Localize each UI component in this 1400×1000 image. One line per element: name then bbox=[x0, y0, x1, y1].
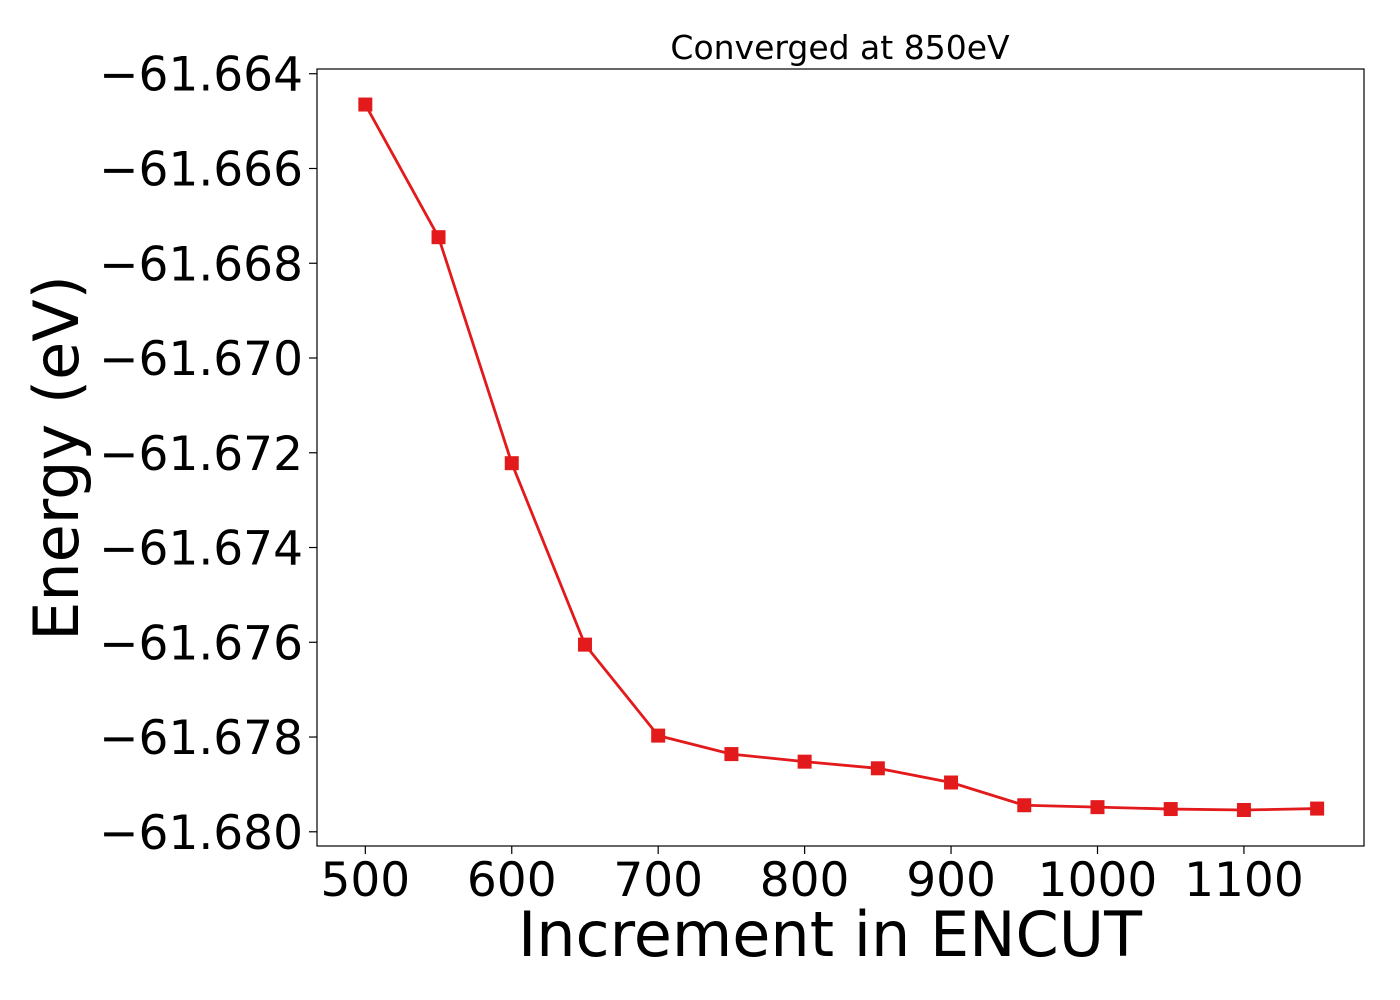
y-tick-label: −61.668 bbox=[99, 237, 303, 292]
x-tick-label: 500 bbox=[320, 853, 410, 908]
data-point bbox=[504, 456, 519, 471]
data-point bbox=[1017, 798, 1032, 813]
data-point bbox=[431, 230, 446, 245]
y-tick-label: −61.678 bbox=[99, 711, 303, 766]
data-point bbox=[651, 728, 666, 743]
x-tick-label: 1100 bbox=[1184, 853, 1304, 908]
y-tick-label: −61.672 bbox=[99, 427, 303, 482]
data-point bbox=[1310, 801, 1325, 816]
data-point bbox=[1236, 802, 1251, 817]
y-axis: −61.664 −61.666 −61.668 −61.670 −61.672 −61.6… bbox=[99, 48, 317, 861]
data-point bbox=[870, 761, 885, 776]
x-axis: 500 600 700 800 900 1000 1100 bbox=[320, 846, 1304, 908]
x-tick-label: 1000 bbox=[1038, 853, 1158, 908]
x-tick-label: 700 bbox=[613, 853, 703, 908]
data-point bbox=[1163, 802, 1178, 817]
data-point bbox=[358, 97, 373, 112]
series-layer bbox=[358, 97, 1325, 817]
y-tick-label: −61.666 bbox=[99, 142, 303, 197]
x-tick-label: 600 bbox=[467, 853, 557, 908]
x-axis-label: Increment in ENCUT bbox=[518, 898, 1143, 971]
data-point bbox=[1090, 800, 1105, 815]
series-line bbox=[364, 103, 1318, 812]
plot-area bbox=[316, 68, 1365, 847]
y-tick-label: −61.670 bbox=[99, 332, 303, 387]
data-point bbox=[797, 754, 812, 769]
y-tick-label: −61.674 bbox=[99, 522, 303, 577]
y-tick-label: −61.676 bbox=[99, 616, 303, 671]
chart-title: Converged at 850eV bbox=[670, 28, 1010, 67]
data-point bbox=[577, 637, 592, 652]
data-point bbox=[724, 747, 739, 762]
x-tick-label: 800 bbox=[760, 853, 850, 908]
data-point bbox=[944, 775, 959, 790]
y-tick-label: −61.664 bbox=[99, 48, 303, 103]
x-tick-label: 900 bbox=[906, 853, 996, 908]
y-axis-label: Energy (eV) bbox=[20, 275, 93, 641]
y-tick-label: −61.680 bbox=[99, 806, 303, 861]
